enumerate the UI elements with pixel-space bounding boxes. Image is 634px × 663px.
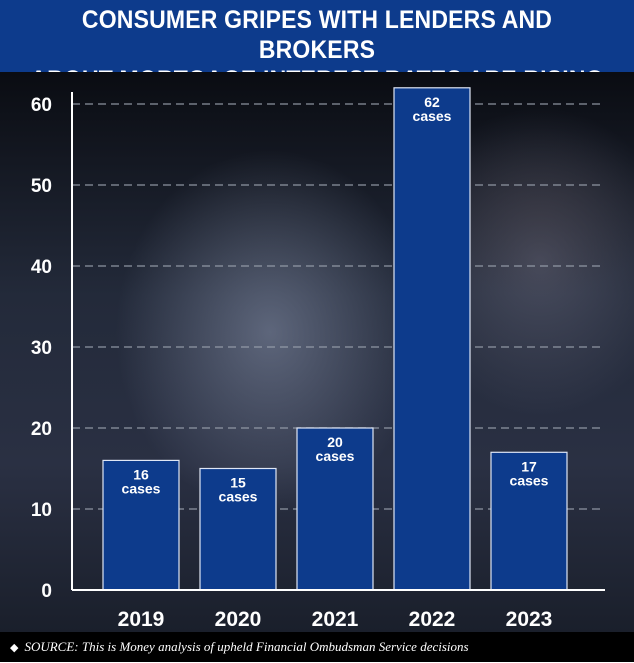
y-tick-label: 40 [31, 257, 52, 278]
x-tick-label: 2022 [409, 608, 456, 631]
x-tick-label: 2019 [118, 608, 165, 631]
bar [199, 467, 277, 591]
y-tick-label: 0 [41, 581, 52, 602]
bar-data-label: cases [316, 448, 355, 464]
bar-chart: 010203040506016cases201915cases202020cas… [31, 87, 605, 631]
x-tick-label: 2020 [215, 608, 262, 631]
bar-data-label: 17 [521, 458, 537, 474]
y-tick-label: 60 [31, 95, 52, 116]
y-tick-label: 20 [31, 419, 52, 440]
bullet-diamond-icon: ◆ [10, 642, 19, 654]
y-tick-label: 50 [31, 176, 52, 197]
x-tick-label: 2023 [506, 608, 553, 631]
y-tick-label: 10 [31, 500, 52, 521]
bar [102, 459, 180, 591]
bar-data-label: 20 [327, 434, 343, 450]
bar-data-label: cases [510, 472, 549, 488]
bar [393, 87, 471, 591]
bar-data-label: cases [413, 108, 452, 124]
bar-data-label: cases [122, 480, 161, 496]
chart-title: CONSUMER GRIPES WITH LENDERS AND BROKERS… [0, 0, 634, 94]
bar [296, 427, 374, 591]
y-tick-label: 30 [31, 338, 52, 359]
x-tick-label: 2021 [312, 608, 359, 631]
chart-title-line-1: CONSUMER GRIPES WITH LENDERS AND BROKERS [81, 6, 553, 64]
bar-data-label: 62 [424, 94, 440, 110]
source-note: ◆ SOURCE: This is Money analysis of uphel… [0, 632, 634, 662]
bar-data-label: 15 [230, 475, 246, 491]
bar-data-label: 16 [133, 466, 149, 482]
bar-data-label: cases [219, 489, 258, 505]
chart-plot-area: 0 10 20 30 40 50 60 16 cases 2019 15 cases 2020 20 cas… [0, 72, 634, 632]
bar [490, 451, 568, 591]
source-text: SOURCE: This is Money analysis of upheld… [24, 639, 469, 654]
